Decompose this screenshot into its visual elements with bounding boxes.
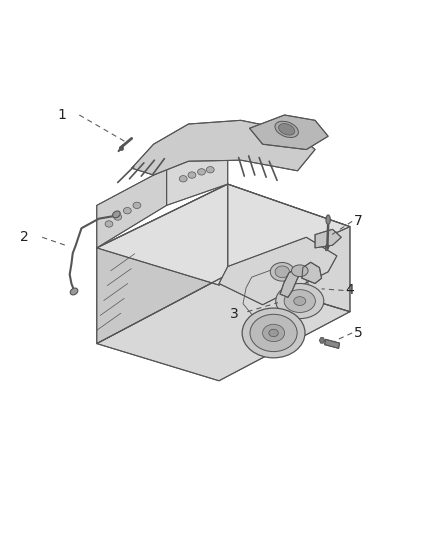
Text: 1: 1 <box>57 108 66 122</box>
Text: 4: 4 <box>346 284 354 297</box>
Ellipse shape <box>284 289 315 312</box>
Ellipse shape <box>326 215 330 224</box>
Ellipse shape <box>113 211 120 218</box>
Polygon shape <box>302 262 321 284</box>
Polygon shape <box>250 115 328 150</box>
Ellipse shape <box>133 202 141 208</box>
Polygon shape <box>315 229 341 248</box>
Ellipse shape <box>124 207 131 214</box>
Ellipse shape <box>70 288 78 295</box>
Polygon shape <box>325 340 339 349</box>
Polygon shape <box>319 337 325 343</box>
Polygon shape <box>166 144 228 205</box>
Ellipse shape <box>242 308 305 358</box>
Ellipse shape <box>198 168 205 175</box>
Ellipse shape <box>179 175 187 182</box>
Ellipse shape <box>114 214 122 220</box>
Ellipse shape <box>269 329 278 337</box>
Polygon shape <box>97 184 228 344</box>
Ellipse shape <box>206 166 214 173</box>
Ellipse shape <box>276 284 324 319</box>
Polygon shape <box>325 244 329 251</box>
Ellipse shape <box>275 121 298 138</box>
Ellipse shape <box>270 263 294 281</box>
Polygon shape <box>280 268 302 297</box>
Polygon shape <box>97 184 350 285</box>
Polygon shape <box>97 274 350 381</box>
Polygon shape <box>219 237 337 305</box>
Text: 5: 5 <box>354 326 363 340</box>
Polygon shape <box>228 184 350 312</box>
Text: 3: 3 <box>230 308 239 321</box>
Ellipse shape <box>279 124 295 135</box>
Polygon shape <box>97 168 166 248</box>
Ellipse shape <box>262 324 285 342</box>
Polygon shape <box>132 120 315 175</box>
Ellipse shape <box>188 172 196 178</box>
Text: 7: 7 <box>354 214 363 228</box>
Ellipse shape <box>275 266 290 278</box>
Ellipse shape <box>291 265 308 277</box>
Ellipse shape <box>105 221 113 227</box>
Ellipse shape <box>294 297 306 305</box>
Ellipse shape <box>250 314 297 352</box>
Text: 2: 2 <box>20 230 29 244</box>
